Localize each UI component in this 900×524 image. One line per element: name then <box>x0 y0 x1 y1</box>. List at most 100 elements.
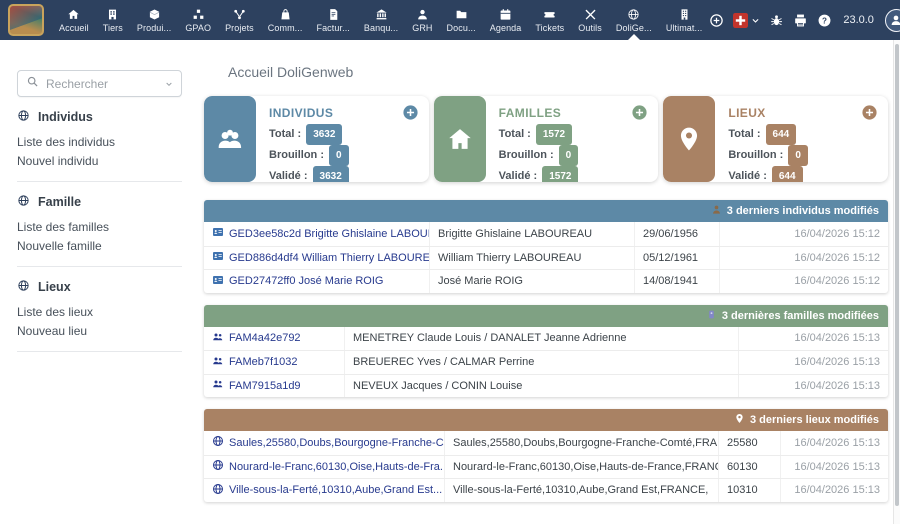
card-lieux: LIEUX Total : 644 Brouillon : 0 Validé : 64… <box>663 96 889 182</box>
app-logo[interactable] <box>8 4 44 36</box>
print-icon[interactable] <box>793 13 808 28</box>
id-card-icon <box>212 226 224 241</box>
modified-date: 16/04/2026 15:13 <box>780 455 888 478</box>
sidebar-item-nouveau-lieu[interactable]: Nouveau lieu <box>17 324 88 338</box>
globe-icon <box>17 194 30 210</box>
menu-item-outils[interactable]: Outils <box>571 0 609 40</box>
stat-label: Total : <box>269 128 302 140</box>
scrollbar-thumb[interactable] <box>895 44 899 506</box>
menu-item-accueil[interactable]: Accueil <box>52 0 96 40</box>
menu-item-banque[interactable]: Banqu... <box>357 0 405 40</box>
cubes-icon <box>192 8 205 21</box>
menu-item-produits[interactable]: Produi... <box>130 0 178 40</box>
draft-badge: 0 <box>788 145 808 166</box>
menu-item-commerce[interactable]: Comm... <box>261 0 310 40</box>
individu-link[interactable]: GED27472ff0 José Marie ROIG <box>229 275 384 288</box>
home-icon <box>433 96 486 182</box>
sidebar-section-famille: Famille Liste des familles Nouvelle fami… <box>17 182 182 267</box>
tools-icon <box>584 8 597 21</box>
valid-badge: 644 <box>771 166 803 182</box>
main-content: Accueil DoliGenweb INDIVIDUS Total : 3632… <box>204 40 889 524</box>
building-icon <box>106 8 119 21</box>
lieu-link[interactable]: Saules,25580,Doubs,Bourgogne-Franche-Com… <box>229 436 444 449</box>
total-badge: 644 <box>765 124 797 145</box>
table-row: GED886d4df4 William Thierry LABOUREAU Wi… <box>204 245 888 269</box>
menu-item-projets[interactable]: Projets <box>218 0 261 40</box>
individu-link[interactable]: GED3ee58c2d Brigitte Ghislaine LABOUREAU <box>229 227 429 240</box>
add-individu-button[interactable] <box>402 104 419 121</box>
menu-item-ultimate[interactable]: Ultimat... <box>659 0 710 40</box>
left-sidebar: Individus Liste des individus Nouvel ind… <box>0 40 200 524</box>
user-menu[interactable]: Philippe <box>884 8 900 32</box>
stat-label: Validé : <box>498 170 538 182</box>
family-icon <box>706 309 717 323</box>
lieu-fullname: Ville-sous-la-Ferté,10310,Aube,Grand Est… <box>444 479 718 502</box>
famille-link[interactable]: FAM7915a1d9 <box>229 379 301 392</box>
card-title: INDIVIDUS <box>269 105 334 120</box>
lieu-link[interactable]: Nourard-le-Franc,60130,Oise,Hauts-de-Fra… <box>229 460 444 473</box>
table-row: FAM4a42e792 MENETREY Claude Louis / DANA… <box>204 326 888 350</box>
draft-badge: 0 <box>329 145 349 166</box>
birth-date: 05/12/1961 <box>634 246 719 269</box>
menu-item-tickets[interactable]: Tickets <box>528 0 571 40</box>
stat-label: Total : <box>728 128 761 140</box>
menu-item-tiers[interactable]: Tiers <box>96 0 130 40</box>
globe-icon <box>17 109 30 125</box>
zip-code: 25580 <box>718 431 780 455</box>
quick-add-icon[interactable] <box>709 13 724 28</box>
sidebar-item-liste-lieux[interactable]: Liste des lieux <box>17 305 94 319</box>
menu-item-grh[interactable]: GRH <box>405 0 439 40</box>
famille-name: NEVEUX Jacques / CONIN Louise <box>344 374 738 397</box>
total-badge: 3632 <box>306 124 343 145</box>
famille-link[interactable]: FAM4a42e792 <box>229 332 301 345</box>
menu-item-agenda[interactable]: Agenda <box>483 0 529 40</box>
sidebar-item-nouvelle-famille[interactable]: Nouvelle famille <box>17 239 102 253</box>
famille-name: BREUEREC Yves / CALMAR Perrine <box>344 351 738 374</box>
bag-icon <box>279 8 292 21</box>
sidebar-item-liste-familles[interactable]: Liste des familles <box>17 220 110 234</box>
total-badge: 1572 <box>535 124 573 145</box>
search-input[interactable] <box>46 76 158 91</box>
users-icon <box>204 96 256 182</box>
individu-name: William Thierry LABOUREAU <box>429 246 634 269</box>
famille-link[interactable]: FAMeb7f1032 <box>229 356 298 369</box>
sidebar-item-liste-individus[interactable]: Liste des individus <box>17 135 116 149</box>
project-nodes-icon <box>233 8 246 21</box>
birth-date: 14/08/1941 <box>634 270 719 293</box>
menu-item-doligenweb[interactable]: DoliGe... <box>609 0 659 40</box>
lieu-link[interactable]: Ville-sous-la-Ferté,10310,Aube,Grand Est… <box>229 484 443 497</box>
menu-item-documents[interactable]: Docu... <box>440 0 483 40</box>
menu-item-facturation[interactable]: Factur... <box>309 0 356 40</box>
invoice-icon <box>327 8 340 21</box>
id-card-icon <box>212 274 224 289</box>
individu-link[interactable]: GED886d4df4 William Thierry LABOUREAU <box>229 251 429 264</box>
modified-date: 16/04/2026 15:13 <box>738 374 888 397</box>
language-selector[interactable] <box>733 12 760 28</box>
search-icon <box>26 75 39 93</box>
help-icon[interactable]: ? <box>817 13 832 28</box>
birth-date: 29/06/1956 <box>634 222 719 246</box>
home-icon <box>67 8 80 21</box>
modified-date: 16/04/2026 15:13 <box>780 479 888 502</box>
sidebar-item-nouvel-individu[interactable]: Nouvel individu <box>17 154 99 168</box>
product-box-icon <box>148 8 161 21</box>
id-card-icon <box>212 250 224 265</box>
language-flag-icon <box>733 12 749 28</box>
sidebar-section-lieux: Lieux Liste des lieux Nouveau lieu <box>17 267 182 352</box>
sidebar-section-individus: Individus Liste des individus Nouvel ind… <box>17 97 182 182</box>
globe-icon <box>212 483 224 498</box>
stat-label: Total : <box>498 128 531 140</box>
table-last-familles: 3 dernières familles modifiées FAM4a42e7… <box>204 304 888 397</box>
add-famille-button[interactable] <box>631 104 648 121</box>
draft-badge: 0 <box>558 145 579 166</box>
valid-badge: 1572 <box>542 166 579 182</box>
add-lieu-button[interactable] <box>861 104 878 121</box>
table-last-lieux: 3 derniers lieux modifiés Saules,25580,D… <box>204 409 888 502</box>
main-menu: Accueil Tiers Produi... GPAO Projets Com… <box>52 0 709 40</box>
svg-text:?: ? <box>822 16 827 25</box>
debug-bug-icon[interactable] <box>769 13 784 28</box>
modified-date: 16/04/2026 15:13 <box>780 431 888 455</box>
search-caret-icon[interactable] <box>165 75 173 93</box>
menu-item-gpao[interactable]: GPAO <box>178 0 218 40</box>
modified-date: 16/04/2026 15:13 <box>738 351 888 374</box>
